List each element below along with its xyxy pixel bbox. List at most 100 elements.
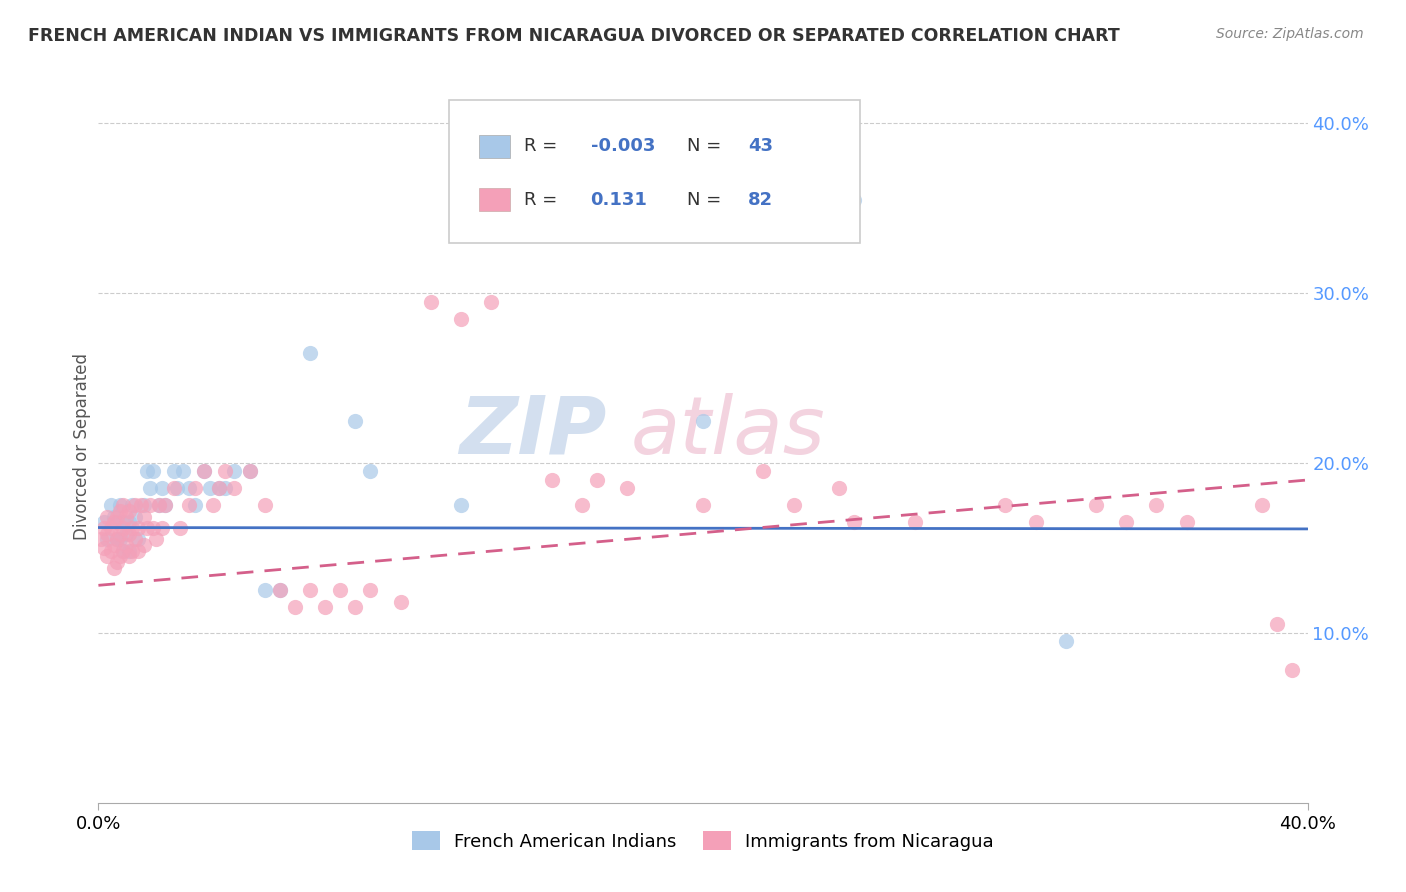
Point (1251, 499, 1274, 513)
Point (172, 465, 194, 479)
Point (844, 516, 866, 530)
Point (184, 482, 207, 496)
Point (127, 544, 149, 558)
Point (103, 561, 125, 575)
Point (253, 499, 276, 513)
Point (420, 294, 443, 309)
Point (200, 482, 222, 496)
Point (96, 533, 118, 547)
Bar (479, 188, 509, 211)
Legend: French American Indians, Immigrants from Nicaragua: French American Indians, Immigrants from… (405, 824, 1001, 858)
Point (239, 465, 262, 479)
Point (616, 482, 638, 496)
Point (571, 499, 593, 513)
Point (114, 510, 136, 524)
Point (105, 533, 128, 547)
Point (100, 499, 122, 513)
Point (153, 499, 176, 513)
Point (108, 499, 131, 513)
Point (389, 595, 412, 609)
Point (93, 541, 115, 555)
Point (93, 520, 115, 534)
Point (299, 345, 322, 359)
Point (121, 520, 143, 534)
Point (450, 311, 472, 326)
Bar (479, 135, 509, 158)
Point (1175, 516, 1198, 530)
Point (253, 583, 276, 598)
Text: 0.131: 0.131 (591, 191, 647, 209)
Point (108, 549, 131, 564)
Text: Source: ZipAtlas.com: Source: ZipAtlas.com (1216, 27, 1364, 41)
Point (124, 499, 146, 513)
Point (904, 516, 927, 530)
Y-axis label: Divorced or Separated: Divorced or Separated (73, 352, 91, 540)
Point (284, 600, 307, 615)
Point (344, 600, 367, 615)
Point (105, 555, 128, 569)
Point (299, 583, 322, 598)
Point (208, 482, 231, 496)
Text: atlas: atlas (630, 392, 825, 471)
Point (121, 544, 143, 558)
Point (844, 193, 866, 207)
Point (692, 413, 714, 427)
Point (118, 544, 141, 558)
Point (132, 499, 155, 513)
Point (118, 549, 141, 564)
Point (239, 465, 262, 479)
Point (179, 482, 201, 496)
Point (100, 544, 122, 558)
Point (111, 520, 134, 534)
Point (105, 510, 128, 524)
Point (150, 520, 173, 534)
Point (360, 465, 382, 479)
Point (163, 465, 186, 479)
Text: ZIP: ZIP (458, 392, 606, 471)
Point (96, 510, 118, 524)
Point (269, 583, 291, 598)
Point (314, 600, 336, 615)
Point (208, 482, 231, 496)
Point (103, 510, 125, 524)
Point (127, 520, 149, 534)
Point (329, 583, 352, 598)
Point (193, 465, 215, 479)
Point (124, 510, 146, 524)
Point (586, 473, 609, 487)
Point (692, 499, 714, 513)
Point (118, 503, 141, 517)
Point (129, 499, 152, 513)
Point (118, 516, 141, 530)
Point (153, 499, 176, 513)
Text: R =: R = (524, 191, 562, 209)
Text: -0.003: -0.003 (591, 137, 655, 155)
Point (1115, 516, 1137, 530)
Point (96, 549, 118, 564)
Point (169, 520, 191, 534)
Point (127, 533, 149, 547)
Point (214, 482, 236, 496)
Point (1281, 663, 1303, 677)
Point (344, 413, 367, 427)
Point (179, 499, 201, 513)
Point (481, 294, 503, 309)
Point (142, 520, 165, 534)
Text: R =: R = (524, 137, 562, 155)
Point (163, 482, 186, 496)
Point (166, 482, 188, 496)
Point (150, 482, 173, 496)
Point (124, 533, 146, 547)
Point (139, 499, 162, 513)
Point (90, 533, 112, 547)
Point (1267, 617, 1289, 632)
Point (783, 499, 806, 513)
Point (96, 527, 118, 541)
Point (105, 533, 128, 547)
Point (132, 510, 155, 524)
Point (111, 516, 134, 530)
Point (135, 520, 157, 534)
Point (1144, 499, 1167, 513)
Point (121, 499, 143, 513)
Point (269, 583, 291, 598)
